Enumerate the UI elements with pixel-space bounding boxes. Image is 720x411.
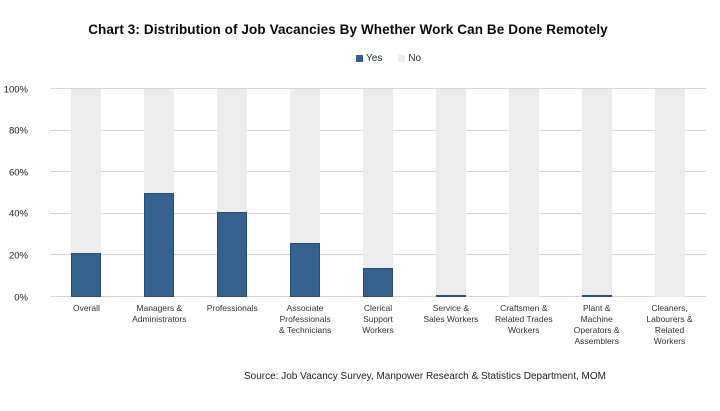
plot-area: 0% 20% 40% 60% 80% 100%: [4, 84, 706, 303]
bar-segment-no: [144, 89, 175, 193]
x-category-label: Service & Sales Workers: [423, 303, 479, 325]
x-category-label: Associate Professionals & Technicians: [278, 303, 332, 336]
bar-segment-no: [654, 89, 685, 297]
bar-segment-yes: [290, 242, 321, 297]
bar-column: [560, 89, 633, 297]
bar-segment-no: [362, 89, 393, 268]
bar-column: [487, 89, 560, 297]
bar-column: [196, 89, 269, 297]
legend-swatch-yes-icon: [356, 55, 363, 62]
y-tick-label: 60%: [8, 167, 28, 179]
bar-column: [123, 89, 196, 297]
x-category-label: Plant & Machine Operators & Assemblers: [573, 303, 620, 347]
bar-segment-yes: [435, 294, 466, 297]
bar-segment-no: [508, 89, 539, 297]
x-category-label: Professionals: [206, 303, 258, 313]
bar-segment-yes: [581, 294, 612, 297]
y-tick-label: 100%: [3, 84, 28, 95]
bar-segment-no: [290, 89, 321, 243]
legend-label-yes: Yes: [366, 53, 383, 64]
legend-item-no: No: [398, 53, 421, 64]
source-note: Source: Job Vacancy Survey, Manpower Res…: [244, 371, 606, 382]
x-category-label: Managers & Administrators: [132, 303, 187, 325]
chart-legend: Yes No: [356, 53, 421, 64]
legend-item-yes: Yes: [356, 53, 382, 64]
x-category-label: Cleaners, Labourers & Related Workers: [646, 303, 693, 347]
bar-segment-no: [217, 89, 248, 212]
bar-column: [414, 89, 487, 297]
bar-segment-no: [581, 89, 612, 295]
bar-segment-yes: [362, 267, 393, 297]
gridline-100%: [50, 88, 706, 89]
bar-segment-yes: [144, 193, 175, 297]
bar-column: [50, 89, 123, 297]
y-tick-label: 80%: [8, 125, 28, 137]
y-tick-label: 20%: [8, 250, 28, 262]
y-tick-label: 40%: [8, 208, 28, 220]
legend-label-no: No: [408, 53, 422, 64]
bar-segment-yes: [71, 253, 102, 297]
x-category-label: Clerical Support Workers: [362, 303, 394, 336]
chart-title: Chart 3: Distribution of Job Vacancies B…: [88, 22, 608, 37]
y-tick-label: 0%: [14, 292, 28, 303]
x-axis-labels: Overall Managers & Administrators Professi…: [50, 303, 706, 357]
bar-segment-no: [71, 89, 102, 254]
bar-column: [633, 89, 706, 297]
bar-column: [269, 89, 342, 297]
legend-swatch-no-icon: [398, 55, 406, 62]
x-category-label: Craftsmen & Related Trades Workers: [494, 303, 553, 336]
bar-segment-yes: [217, 211, 248, 297]
bar-segment-no: [435, 89, 466, 295]
x-category-label: Overall: [72, 303, 100, 313]
bar-column: [342, 89, 415, 297]
